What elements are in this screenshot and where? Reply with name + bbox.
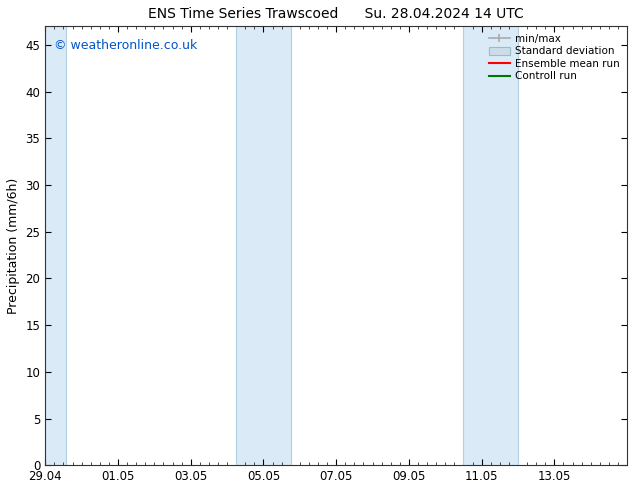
Y-axis label: Precipitation (mm/6h): Precipitation (mm/6h): [7, 177, 20, 314]
Bar: [236, 26, 291, 465]
Text: © weatheronline.co.uk: © weatheronline.co.uk: [54, 40, 197, 52]
Title: ENS Time Series Trawscoed      Su. 28.04.2024 14 UTC: ENS Time Series Trawscoed Su. 28.04.2024…: [148, 7, 524, 21]
Bar: [463, 26, 518, 465]
Legend: min/max, Standard deviation, Ensemble mean run, Controll run: min/max, Standard deviation, Ensemble me…: [487, 31, 622, 83]
Bar: [45, 26, 67, 465]
